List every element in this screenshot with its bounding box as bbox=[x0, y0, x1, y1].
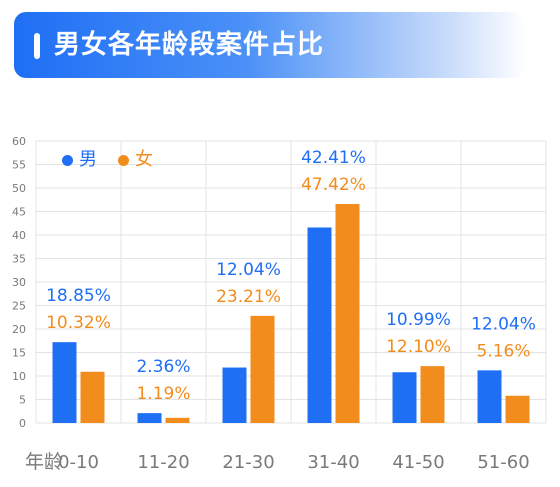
bar-male-31-40 bbox=[307, 227, 332, 423]
data-label-female: 1.19% bbox=[136, 384, 190, 404]
legend-male-swatch bbox=[62, 154, 73, 166]
data-label-male: 12.04% bbox=[471, 314, 536, 334]
title-accent-bar bbox=[34, 33, 40, 59]
y-tick-label: 40 bbox=[12, 229, 26, 242]
x-tick-label: 0-10 bbox=[58, 452, 99, 473]
data-label-female: 12.10% bbox=[386, 337, 451, 357]
y-tick-label: 15 bbox=[12, 347, 26, 360]
bar-male-51-60 bbox=[477, 370, 502, 423]
y-tick-label: 25 bbox=[12, 300, 26, 313]
title-banner bbox=[14, 12, 526, 78]
x-tick-label: 51-60 bbox=[477, 452, 529, 473]
data-label-male: 12.04% bbox=[216, 260, 281, 280]
bar-female-41-50 bbox=[420, 366, 445, 423]
x-axis-ticks: 0-10 11-20 21-30 31-40 41-50 51-60 bbox=[58, 452, 530, 473]
legend-female-label: 女 bbox=[135, 149, 153, 170]
data-label-male: 18.85% bbox=[46, 286, 111, 306]
data-label-male: 2.36% bbox=[136, 357, 190, 377]
legend-female: 女 bbox=[118, 149, 153, 171]
legend-male-label: 男 bbox=[79, 149, 97, 170]
bar-male-11-20 bbox=[137, 413, 162, 423]
y-tick-label: 5 bbox=[19, 394, 26, 407]
data-label-female: 10.32% bbox=[46, 313, 111, 333]
y-tick-label: 20 bbox=[12, 323, 26, 336]
bar-male-21-30 bbox=[222, 367, 247, 423]
y-axis-ticks: 0 5 10 15 20 25 30 35 40 45 50 55 60 bbox=[12, 135, 26, 430]
y-tick-label: 10 bbox=[12, 370, 26, 383]
data-labels: 18.85% 10.32% 2.36% 1.19% 12.04% 23.21% 42.41%… bbox=[46, 148, 536, 404]
y-tick-label: 0 bbox=[19, 417, 26, 430]
y-tick-label: 60 bbox=[12, 135, 26, 148]
bar-female-31-40 bbox=[335, 203, 360, 423]
y-tick-label: 50 bbox=[12, 182, 26, 195]
y-tick-label: 30 bbox=[12, 276, 26, 289]
chart-title: 男女各年龄段案件占比 bbox=[54, 30, 325, 60]
bars bbox=[52, 203, 530, 423]
data-label-female: 47.42% bbox=[301, 175, 366, 195]
bar-female-21-30 bbox=[250, 315, 275, 423]
data-label-female: 5.16% bbox=[476, 341, 530, 361]
grid-layer bbox=[35, 140, 547, 424]
bar-female-0-10 bbox=[80, 371, 105, 423]
data-label-male: 10.99% bbox=[386, 310, 451, 330]
y-tick-label: 55 bbox=[12, 159, 26, 172]
data-label-male: 42.41% bbox=[301, 148, 366, 168]
bar-female-51-60 bbox=[505, 395, 530, 423]
y-tick-label: 45 bbox=[12, 206, 26, 219]
bar-male-0-10 bbox=[52, 342, 77, 423]
bar-male-41-50 bbox=[392, 372, 417, 423]
x-tick-label: 31-40 bbox=[307, 452, 359, 473]
x-tick-label: 11-20 bbox=[137, 452, 189, 473]
y-tick-label: 35 bbox=[12, 253, 26, 266]
x-tick-label: 41-50 bbox=[392, 452, 444, 473]
legend-male: 男 bbox=[62, 149, 97, 171]
x-axis-label: 年龄 bbox=[25, 451, 63, 473]
x-tick-label: 21-30 bbox=[222, 452, 274, 473]
bar-female-11-20 bbox=[165, 417, 190, 423]
data-label-female: 23.21% bbox=[216, 287, 281, 307]
legend-female-swatch bbox=[118, 154, 129, 166]
